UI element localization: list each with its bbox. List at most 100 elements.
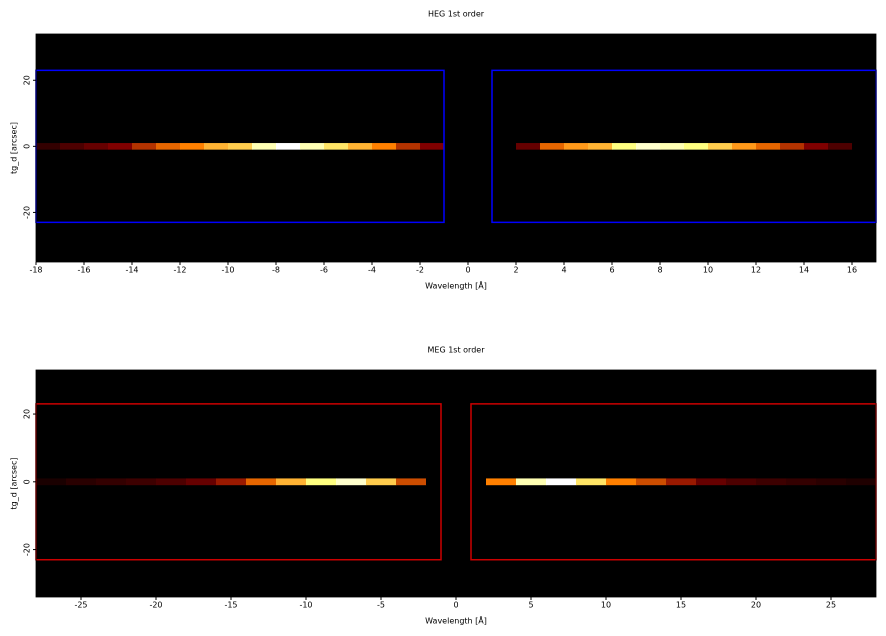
intensity-bin xyxy=(588,143,613,150)
intensity-bin xyxy=(786,478,817,486)
intensity-bin xyxy=(696,478,727,486)
x-tick-label: 14 xyxy=(799,266,809,275)
intensity-bin xyxy=(396,143,421,150)
intensity-bin xyxy=(306,478,337,486)
intensity-bin xyxy=(108,143,133,150)
y-tick-label: -20 xyxy=(23,206,32,219)
intensity-bin xyxy=(852,143,877,150)
intensity-bin xyxy=(276,143,301,150)
intensity-bin xyxy=(156,478,187,486)
intensity-bin xyxy=(564,143,589,150)
x-axis-label: Wavelength [Å] xyxy=(425,615,487,626)
intensity-bin xyxy=(396,478,427,486)
intensity-bin xyxy=(726,478,757,486)
plot-frame xyxy=(35,369,877,598)
intensity-bin xyxy=(780,143,805,150)
x-tick-label: -10 xyxy=(221,266,234,275)
intensity-bin xyxy=(186,478,217,486)
intensity-bin xyxy=(816,478,847,486)
intensity-bin xyxy=(636,143,661,150)
x-tick-label: -2 xyxy=(416,266,424,275)
x-tick-label: -5 xyxy=(377,601,385,610)
x-tick-label: -25 xyxy=(74,601,87,610)
intensity-bin xyxy=(492,143,517,150)
intensity-bin xyxy=(444,143,469,150)
intensity-bin xyxy=(486,478,517,486)
chart-title: MEG 1st order xyxy=(428,346,486,355)
x-tick-label: -18 xyxy=(29,266,42,275)
x-tick-label: 16 xyxy=(847,266,857,275)
chart-title: HEG 1st order xyxy=(428,10,485,19)
intensity-bin xyxy=(84,143,109,150)
intensity-bin xyxy=(216,478,247,486)
x-tick-label: -8 xyxy=(272,266,280,275)
intensity-bin xyxy=(666,478,697,486)
x-tick-label: 25 xyxy=(826,601,836,610)
intensity-bin xyxy=(732,143,757,150)
x-tick-label: 2 xyxy=(513,266,518,275)
intensity-bin xyxy=(126,478,157,486)
intensity-bin xyxy=(228,143,253,150)
intensity-bin xyxy=(348,143,373,150)
intensity-bin xyxy=(36,143,61,150)
x-tick-label: 0 xyxy=(465,266,470,275)
intensity-bin xyxy=(684,143,709,150)
y-tick-label: 20 xyxy=(23,75,32,85)
x-tick-label: -15 xyxy=(224,601,237,610)
y-tick-label: -20 xyxy=(23,543,32,556)
intensity-bin xyxy=(660,143,685,150)
intensity-bin xyxy=(756,143,781,150)
intensity-bin xyxy=(804,143,829,150)
intensity-bin xyxy=(540,143,565,150)
x-tick-label: 10 xyxy=(703,266,713,275)
intensity-bin xyxy=(546,478,577,486)
x-tick-label: -14 xyxy=(125,266,138,275)
intensity-bin xyxy=(60,143,85,150)
x-tick-label: 6 xyxy=(609,266,614,275)
x-tick-label: 15 xyxy=(676,601,686,610)
intensity-bin xyxy=(324,143,349,150)
y-tick-label: 20 xyxy=(23,409,32,419)
intensity-bin xyxy=(372,143,397,150)
intensity-bin xyxy=(846,478,877,486)
intensity-bin xyxy=(420,143,445,150)
intensity-bin xyxy=(66,478,97,486)
intensity-bin xyxy=(180,143,205,150)
intensity-bin xyxy=(516,143,541,150)
y-tick-label: 0 xyxy=(23,479,32,484)
intensity-bin xyxy=(576,478,607,486)
plot-frame xyxy=(35,33,877,263)
intensity-bin xyxy=(276,478,307,486)
y-axis-label: tg_d [arcsec] xyxy=(10,458,19,510)
intensity-bin xyxy=(156,143,181,150)
intensity-bin xyxy=(708,143,733,150)
intensity-bin xyxy=(516,478,547,486)
y-tick-label: 0 xyxy=(23,144,32,149)
intensity-bin xyxy=(756,478,787,486)
intensity-bin xyxy=(246,478,277,486)
x-tick-label: 10 xyxy=(601,601,611,610)
x-tick-label: -20 xyxy=(149,601,162,610)
x-tick-label: 12 xyxy=(751,266,761,275)
intensity-bin xyxy=(252,143,277,150)
intensity-bin xyxy=(828,143,853,150)
intensity-bin xyxy=(606,478,637,486)
y-axis-label: tg_d [arcsec] xyxy=(10,122,19,174)
intensity-bin xyxy=(204,143,229,150)
x-tick-label: -4 xyxy=(368,266,376,275)
x-tick-label: 20 xyxy=(751,601,761,610)
x-tick-label: 4 xyxy=(561,266,566,275)
intensity-bin xyxy=(366,478,397,486)
x-tick-label: -10 xyxy=(299,601,312,610)
intensity-bin xyxy=(300,143,325,150)
x-tick-label: 8 xyxy=(657,266,662,275)
intensity-bin xyxy=(96,478,127,486)
x-tick-label: 0 xyxy=(453,601,458,610)
intensity-bin xyxy=(612,143,637,150)
intensity-bin xyxy=(336,478,367,486)
x-axis-label: Wavelength [Å] xyxy=(425,280,487,291)
intensity-bin xyxy=(636,478,667,486)
intensity-bin xyxy=(468,143,493,150)
